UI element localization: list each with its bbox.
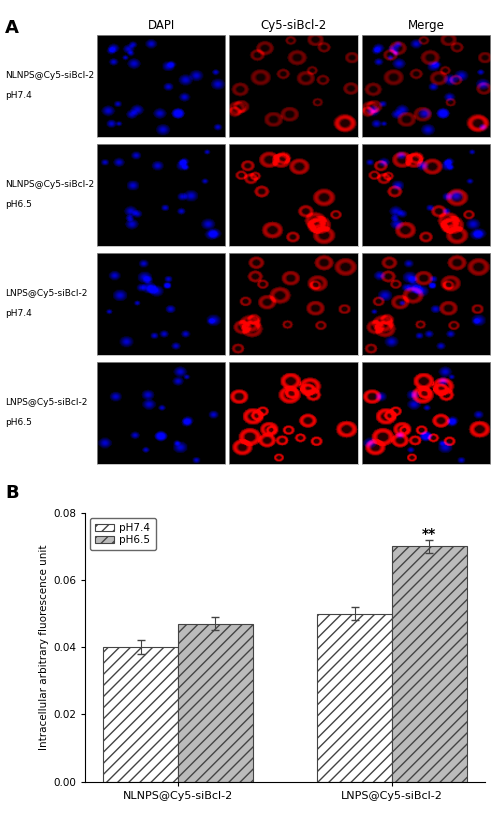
Text: **: ** xyxy=(422,528,436,542)
Text: pH7.4: pH7.4 xyxy=(5,309,32,318)
Text: Cy5-siBcl-2: Cy5-siBcl-2 xyxy=(260,19,327,32)
Bar xyxy=(317,614,392,782)
Bar xyxy=(392,547,467,782)
Text: LNPS@Cy5-siBcl-2: LNPS@Cy5-siBcl-2 xyxy=(5,399,87,408)
Legend: pH7.4, pH6.5: pH7.4, pH6.5 xyxy=(90,518,156,551)
Bar xyxy=(103,647,178,782)
Text: NLNPS@Cy5-siBcl-2: NLNPS@Cy5-siBcl-2 xyxy=(5,71,94,80)
Text: DAPI: DAPI xyxy=(148,19,175,32)
Text: pH7.4: pH7.4 xyxy=(5,91,32,100)
Bar xyxy=(178,624,253,782)
Y-axis label: Intracellular arbitrary fluorescence unit: Intracellular arbitrary fluorescence uni… xyxy=(39,544,49,750)
Text: A: A xyxy=(5,19,19,37)
Text: B: B xyxy=(5,484,18,502)
Text: NLNPS@Cy5-siBcl-2: NLNPS@Cy5-siBcl-2 xyxy=(5,180,94,189)
Text: pH6.5: pH6.5 xyxy=(5,418,32,428)
Text: Merge: Merge xyxy=(408,19,445,32)
Text: LNPS@Cy5-siBcl-2: LNPS@Cy5-siBcl-2 xyxy=(5,289,87,299)
Text: pH6.5: pH6.5 xyxy=(5,200,32,209)
